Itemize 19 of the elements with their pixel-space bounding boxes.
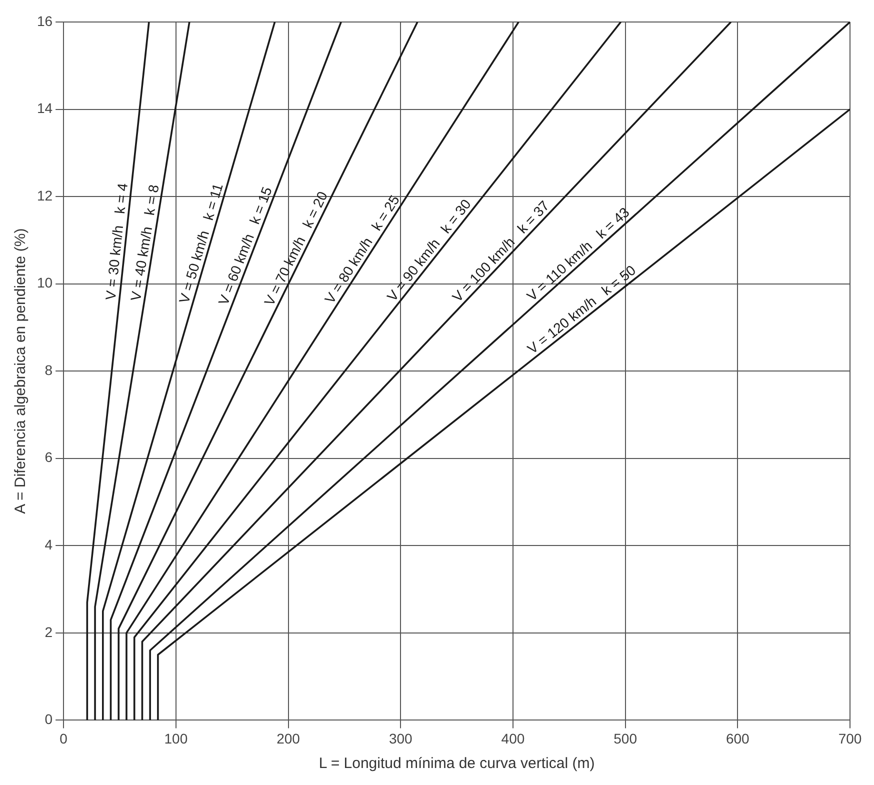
y-tick-label: 8 (44, 362, 53, 378)
y-tick-label: 2 (44, 624, 53, 640)
x-tick-label: 100 (164, 730, 188, 746)
y-tick-label: 6 (44, 449, 53, 466)
y-tick-label: 12 (36, 187, 53, 204)
x-tick-label: 200 (276, 730, 300, 746)
x-tick-label: 700 (838, 730, 862, 746)
y-tick-label: 4 (44, 536, 53, 553)
x-axis-title: L = Longitud mínima de curva vertical (m) (318, 755, 595, 772)
y-tick-label: 14 (36, 100, 53, 116)
x-tick-label: 300 (388, 730, 413, 746)
y-axis-title: A = Diferencia algebraica en pendiente (%) (12, 228, 30, 514)
y-tick-label: 0 (44, 711, 53, 728)
x-tick-label: 0 (60, 730, 68, 746)
x-tick-label: 600 (726, 730, 750, 746)
x-tick-label: 400 (501, 730, 525, 746)
y-tick-label: 10 (36, 274, 53, 291)
x-tick-label: 500 (614, 730, 638, 746)
y-tick-label: 16 (36, 12, 53, 29)
